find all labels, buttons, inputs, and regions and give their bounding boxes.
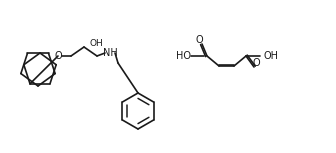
Text: O: O (195, 35, 203, 45)
Text: HO: HO (176, 51, 191, 61)
Text: OH: OH (89, 39, 103, 47)
Text: O: O (252, 58, 260, 68)
Text: NH: NH (102, 48, 117, 58)
Text: O: O (54, 51, 62, 61)
Text: OH: OH (263, 51, 278, 61)
